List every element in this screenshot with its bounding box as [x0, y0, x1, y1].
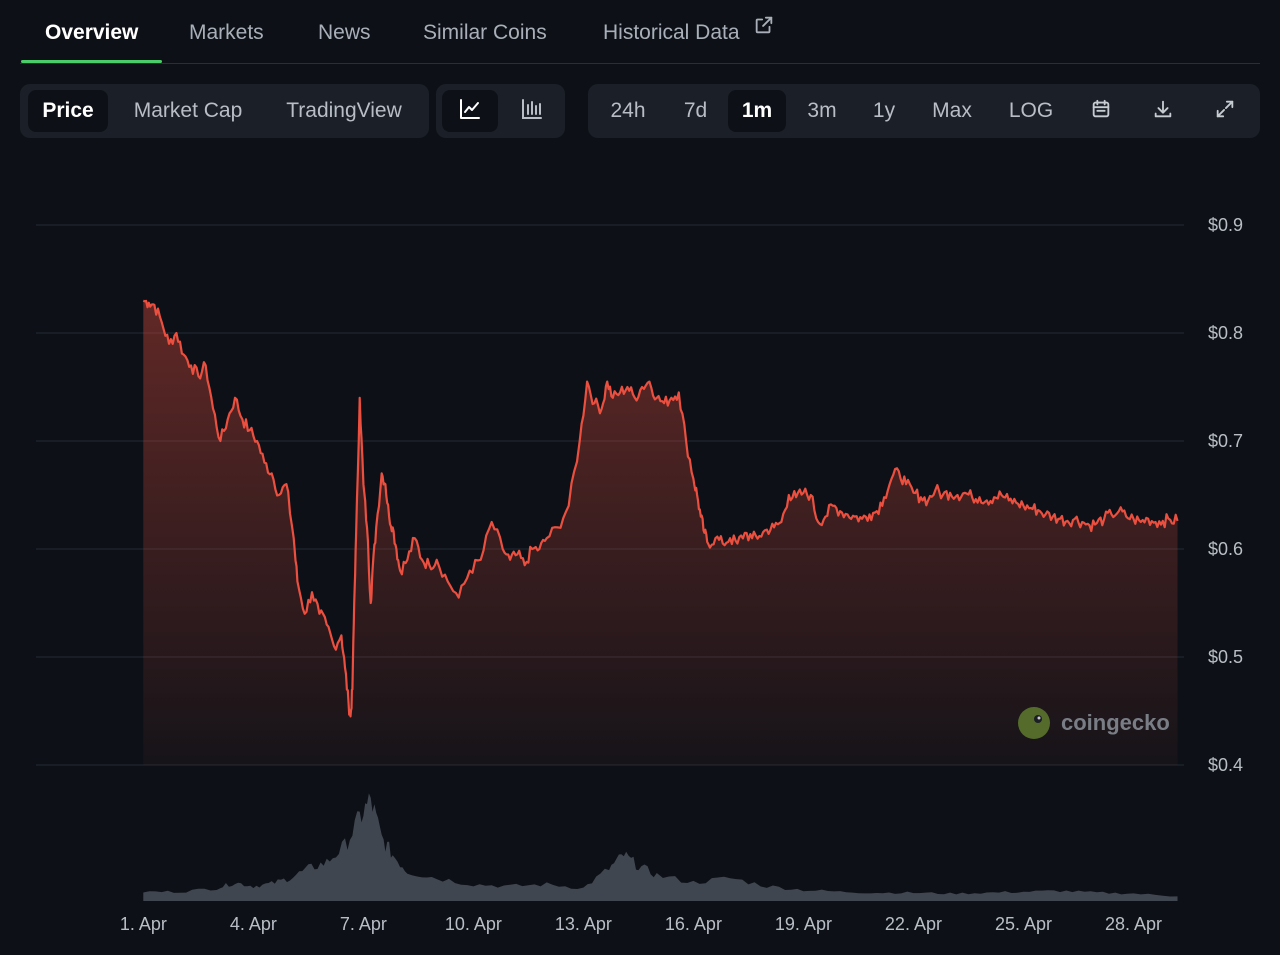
- range-7d-button[interactable]: 7d: [683, 99, 708, 122]
- x-tick-label: 22. Apr: [885, 914, 942, 934]
- coingecko-watermark: coingecko: [1018, 707, 1170, 739]
- line-chart-icon: [460, 99, 480, 120]
- y-tick-label: $0.7: [1208, 431, 1243, 451]
- y-tick-label: $0.4: [1208, 755, 1243, 775]
- line-chart-button[interactable]: [442, 90, 498, 132]
- x-tick-label: 13. Apr: [555, 914, 612, 934]
- price-area-fill: [143, 300, 1178, 765]
- price-line: [142, 299, 1179, 718]
- y-tick-label: $0.9: [1208, 215, 1243, 235]
- x-tick-label: 4. Apr: [230, 914, 277, 934]
- y-tick-label: $0.6: [1208, 539, 1243, 559]
- range-3m-button[interactable]: 3m: [807, 99, 837, 122]
- tab-markets[interactable]: Markets: [189, 21, 264, 44]
- range-1y-button[interactable]: 1y: [872, 99, 896, 122]
- candlestick-chart-icon: [522, 99, 542, 120]
- external-link-icon: [753, 0, 775, 63]
- tab-historical-data-label: Historical Data: [603, 21, 740, 44]
- coin-tab-bar: Overview Markets News Similar Coins Hist…: [20, 0, 1260, 64]
- range-max-button[interactable]: Max: [932, 99, 972, 122]
- gecko-logo-icon: [1018, 707, 1050, 739]
- x-tick-label: 10. Apr: [445, 914, 502, 934]
- range-1m-button[interactable]: 1m: [728, 90, 786, 132]
- time-range-toolbar: 24h 7d 1m 3m 1y Max LOG: [588, 84, 1260, 138]
- price-chart[interactable]: $0.9 $0.8 $0.7 $0.6 $0.5 $0.4 1. Apr 4. Apr 7. …: [0, 150, 1280, 955]
- x-tick-label: 28. Apr: [1105, 914, 1162, 934]
- volume-bars: [143, 793, 1178, 901]
- watermark-text: coingecko: [1061, 710, 1170, 735]
- download-icon: [1154, 101, 1172, 118]
- y-axis-labels: $0.9 $0.8 $0.7 $0.6 $0.5 $0.4: [1208, 215, 1243, 775]
- fullscreen-button[interactable]: [1200, 90, 1250, 132]
- tab-overview[interactable]: Overview: [20, 0, 163, 63]
- chart-type-toggle: Price Market Cap TradingView: [20, 84, 429, 138]
- y-tick-label: $0.8: [1208, 323, 1243, 343]
- log-scale-button[interactable]: LOG: [1008, 99, 1054, 122]
- tab-similar-coins[interactable]: Similar Coins: [423, 21, 547, 44]
- x-axis-labels: 1. Apr 4. Apr 7. Apr 10. Apr 13. Apr 16. Apr 1…: [120, 914, 1162, 934]
- chart-view-toggle: [436, 84, 565, 138]
- tab-historical-data[interactable]: Historical Data: [603, 0, 775, 62]
- y-tick-label: $0.5: [1208, 647, 1243, 667]
- calendar-button[interactable]: [1076, 90, 1126, 132]
- download-button[interactable]: [1138, 90, 1188, 132]
- expand-icon: [1216, 101, 1234, 118]
- price-button[interactable]: Price: [28, 90, 108, 132]
- x-tick-label: 1. Apr: [120, 914, 167, 934]
- tab-news[interactable]: News: [318, 21, 371, 44]
- calendar-icon: [1092, 100, 1110, 118]
- x-tick-label: 16. Apr: [665, 914, 722, 934]
- x-tick-label: 19. Apr: [775, 914, 832, 934]
- range-24h-button[interactable]: 24h: [610, 99, 646, 122]
- x-tick-label: 7. Apr: [340, 914, 387, 934]
- market-cap-button[interactable]: Market Cap: [133, 99, 243, 122]
- tradingview-button[interactable]: TradingView: [286, 99, 402, 122]
- candlestick-chart-button[interactable]: [504, 90, 560, 132]
- x-tick-label: 25. Apr: [995, 914, 1052, 934]
